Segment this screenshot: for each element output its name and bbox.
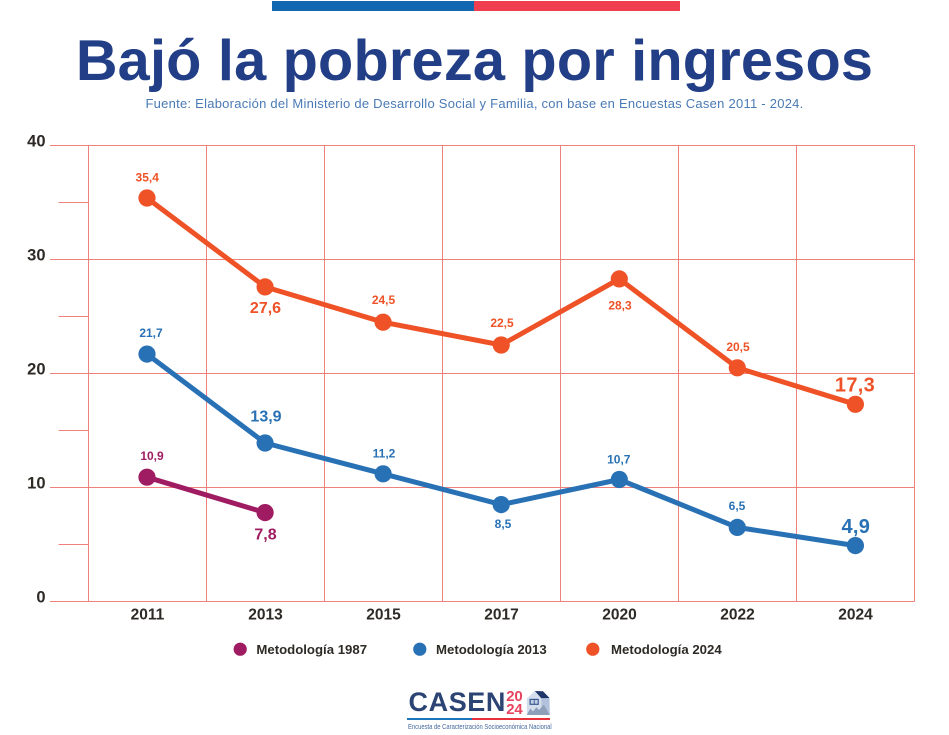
svg-text:0: 0	[36, 589, 45, 607]
svg-text:10,9: 10,9	[140, 449, 164, 463]
svg-text:20: 20	[27, 361, 45, 379]
svg-text:21,7: 21,7	[139, 326, 163, 340]
svg-text:11,2: 11,2	[373, 447, 396, 461]
svg-text:27,6: 27,6	[250, 300, 281, 317]
svg-text:2020: 2020	[602, 607, 636, 624]
svg-text:2024: 2024	[838, 607, 873, 624]
svg-text:40: 40	[27, 133, 45, 151]
svg-text:10: 10	[27, 475, 45, 493]
svg-text:17,3: 17,3	[835, 375, 875, 397]
svg-text:10,7: 10,7	[607, 453, 631, 467]
svg-text:4,9: 4,9	[841, 516, 870, 538]
svg-text:28,3: 28,3	[608, 299, 632, 313]
svg-text:2015: 2015	[366, 607, 401, 624]
svg-text:35,4: 35,4	[136, 170, 160, 184]
svg-text:20,5: 20,5	[726, 340, 750, 354]
svg-text:22,5: 22,5	[490, 316, 514, 330]
svg-text:2013: 2013	[248, 607, 283, 624]
svg-text:2017: 2017	[484, 607, 518, 624]
svg-text:24,5: 24,5	[372, 293, 396, 307]
svg-text:6,5: 6,5	[729, 499, 746, 513]
svg-text:2022: 2022	[720, 607, 754, 624]
svg-text:Metodología 2013: Metodología 2013	[436, 642, 547, 657]
svg-text:30: 30	[27, 247, 45, 265]
svg-text:Metodología 2024: Metodología 2024	[611, 642, 722, 657]
svg-text:Metodología 1987: Metodología 1987	[256, 642, 367, 657]
svg-text:13,9: 13,9	[250, 409, 281, 426]
svg-text:2011: 2011	[131, 607, 165, 624]
svg-text:7,8: 7,8	[254, 527, 276, 544]
svg-text:8,5: 8,5	[495, 517, 512, 531]
